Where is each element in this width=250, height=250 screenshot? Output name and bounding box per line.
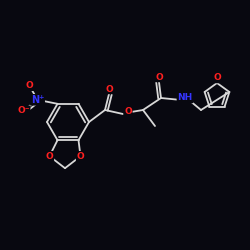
Text: O: O (155, 72, 163, 82)
Text: O: O (105, 84, 113, 94)
Text: O: O (46, 152, 53, 161)
Text: O: O (213, 74, 221, 82)
Text: O: O (124, 108, 132, 116)
Text: O: O (26, 81, 34, 90)
Text: O⁻: O⁻ (17, 106, 30, 115)
Text: NH: NH (178, 94, 192, 102)
Text: N⁺: N⁺ (31, 95, 44, 105)
Text: O: O (76, 152, 84, 161)
